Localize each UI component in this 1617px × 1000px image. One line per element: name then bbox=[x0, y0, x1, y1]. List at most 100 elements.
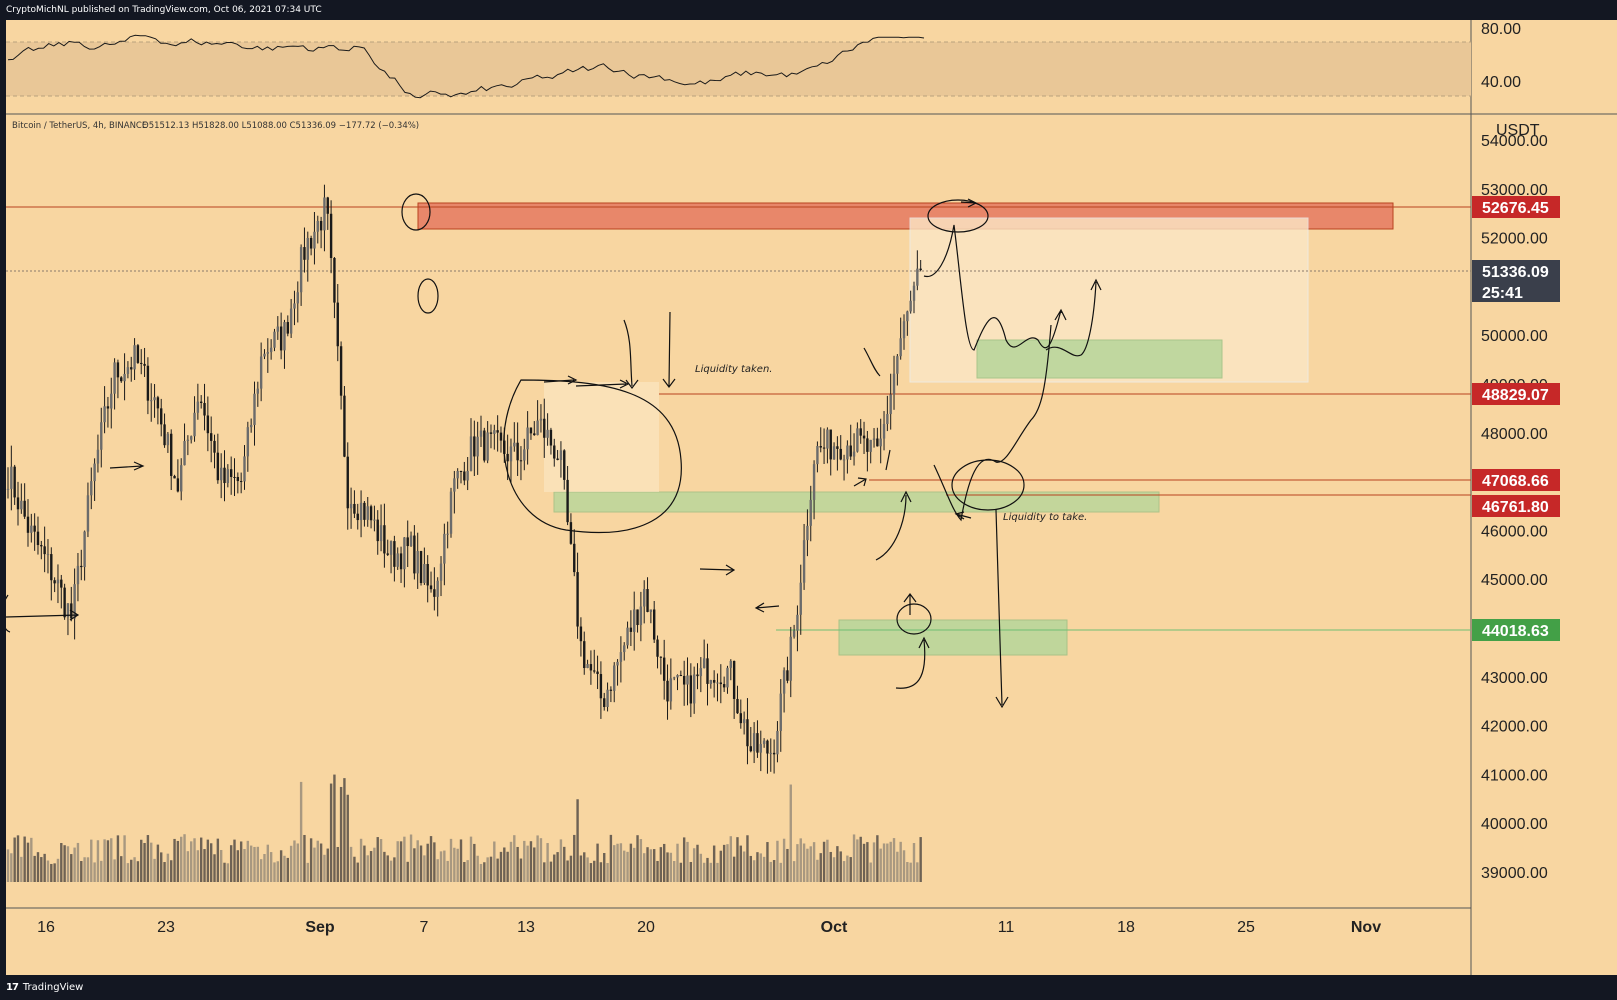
candle-body bbox=[766, 740, 769, 754]
candle-body bbox=[726, 667, 729, 688]
arrow-range-top bbox=[543, 375, 578, 385]
price-tag-red[interactable]: 47068.66 bbox=[1472, 469, 1560, 491]
candle-body bbox=[846, 445, 849, 460]
support-zone-lower[interactable] bbox=[838, 619, 1068, 656]
support-zone-middle[interactable] bbox=[553, 491, 1160, 513]
volume-bar bbox=[226, 863, 230, 882]
candle-body bbox=[599, 674, 603, 699]
volume-bar bbox=[759, 853, 762, 882]
volume-bar bbox=[399, 841, 403, 882]
price-tag-label: 51336.09 bbox=[1482, 264, 1549, 281]
candle-body bbox=[279, 326, 283, 351]
volume-bar bbox=[90, 839, 93, 882]
candle-body bbox=[343, 395, 346, 457]
candle-body bbox=[579, 626, 583, 642]
volume-bar bbox=[862, 843, 866, 882]
price-tag-red[interactable]: 46761.80 bbox=[1472, 495, 1560, 517]
candle-body bbox=[246, 427, 250, 457]
candle-body bbox=[732, 660, 736, 699]
candle-body bbox=[856, 428, 859, 452]
candle-body bbox=[832, 446, 836, 460]
candle-body bbox=[319, 220, 323, 231]
candle-body bbox=[619, 652, 623, 662]
volume-bar bbox=[316, 840, 319, 882]
price-tag-bg bbox=[1472, 383, 1560, 405]
publish-line: CryptoMichNL published on TradingView.co… bbox=[6, 5, 322, 15]
candle-body bbox=[649, 609, 653, 612]
volume-bar bbox=[163, 862, 166, 882]
volume-bar bbox=[849, 857, 852, 882]
volume-bar bbox=[709, 862, 713, 882]
volume-bar bbox=[53, 863, 56, 882]
price-tag-green[interactable]: 44018.63 bbox=[1472, 619, 1560, 641]
arrow-top bbox=[960, 198, 978, 208]
volume-bar bbox=[569, 855, 573, 882]
volume-bar bbox=[613, 845, 616, 882]
price-tag-red[interactable]: 48829.07 bbox=[1472, 383, 1560, 405]
candle-body bbox=[762, 740, 766, 745]
brand-name[interactable]: TradingView bbox=[22, 982, 84, 993]
volume-bar bbox=[196, 850, 200, 882]
candle-body bbox=[606, 689, 609, 707]
volume-bar bbox=[353, 856, 356, 882]
volume-bar bbox=[716, 862, 719, 882]
candle-body bbox=[259, 356, 263, 389]
volume-bar bbox=[76, 842, 80, 882]
volume-bar bbox=[93, 862, 96, 882]
volume-bar bbox=[633, 847, 636, 882]
candle-body bbox=[699, 668, 703, 677]
volume-bar bbox=[343, 778, 346, 882]
candle-body bbox=[692, 674, 696, 704]
price-tag-red[interactable]: 52676.45 bbox=[1472, 196, 1560, 218]
tradingview-logo-icon[interactable]: 17 bbox=[6, 982, 19, 993]
volume-bar bbox=[386, 855, 389, 882]
candle-body bbox=[746, 719, 749, 747]
volume-bar bbox=[409, 834, 413, 882]
volume-bar bbox=[719, 850, 723, 882]
candle-body bbox=[56, 579, 60, 584]
chart-area[interactable]: 80.00 40.00 Bitcoin / TetherUS, 4h, BINA… bbox=[6, 20, 1617, 975]
candle-body bbox=[786, 670, 789, 681]
volume-bar bbox=[679, 862, 683, 882]
candle-body bbox=[789, 636, 792, 681]
time-tick-label: Nov bbox=[1351, 919, 1381, 936]
price-tag-current[interactable]: 51336.09 25:41 bbox=[1472, 260, 1560, 302]
candle-body bbox=[273, 331, 276, 348]
volume-bar bbox=[596, 843, 599, 882]
chart-svg[interactable]: 80.00 40.00 Bitcoin / TetherUS, 4h, BINA… bbox=[6, 20, 1617, 975]
candle-body bbox=[60, 579, 63, 588]
volume-bar bbox=[426, 843, 429, 882]
tick-mark-1 bbox=[863, 347, 881, 377]
volume-bar bbox=[782, 838, 786, 882]
volume-bar bbox=[279, 850, 283, 882]
volume-bar bbox=[416, 840, 419, 882]
volume-bar bbox=[659, 847, 663, 882]
candle-body bbox=[769, 752, 772, 754]
volume-bar bbox=[110, 838, 113, 882]
candle-body bbox=[799, 582, 802, 615]
volume-bar bbox=[696, 844, 699, 882]
support-zone-upper[interactable] bbox=[976, 339, 1223, 379]
candle-body bbox=[906, 311, 909, 322]
candle-body bbox=[103, 406, 106, 423]
volume-bar bbox=[909, 862, 912, 882]
volume-bar bbox=[806, 848, 809, 882]
candle-body bbox=[806, 525, 809, 541]
candle-body bbox=[449, 491, 453, 534]
candle-body bbox=[333, 257, 336, 303]
volume-bar bbox=[269, 852, 273, 882]
candle-body bbox=[36, 531, 40, 546]
volume-bar bbox=[259, 859, 263, 882]
volume-bar bbox=[476, 855, 479, 882]
volume-bar bbox=[133, 857, 136, 882]
volume-bar bbox=[829, 851, 832, 882]
candle-body bbox=[213, 440, 216, 453]
volume-bar bbox=[749, 855, 752, 882]
price-tick-label: 45000.00 bbox=[1481, 572, 1548, 589]
candle-body bbox=[76, 565, 80, 585]
candle-body bbox=[779, 693, 782, 731]
candle-body bbox=[263, 353, 266, 357]
candle-body bbox=[576, 572, 579, 627]
candle-body bbox=[666, 680, 669, 702]
volume-bar bbox=[662, 843, 666, 882]
